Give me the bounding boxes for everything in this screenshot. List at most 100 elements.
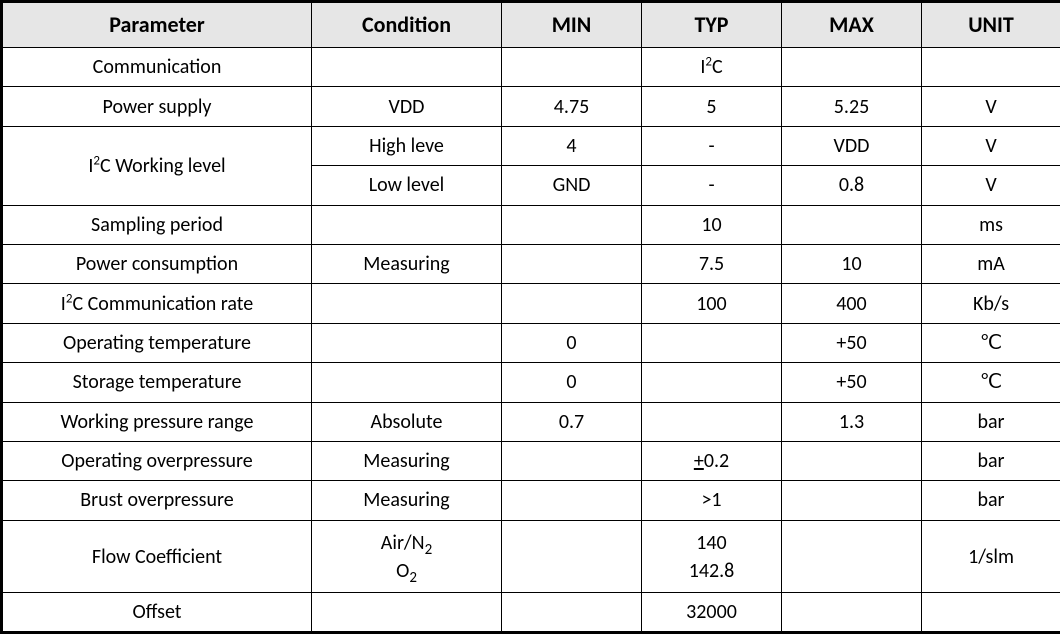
cell-max — [782, 593, 922, 633]
cell-unit: mA — [922, 244, 1060, 283]
table-row: I2C Communication rate 100 400 Kb/s — [2, 284, 1060, 323]
spec-table: Parameter Condition MIN TYP MAX UNIT Com… — [0, 0, 1060, 634]
cell-cond — [312, 205, 502, 244]
cell-typ: >1 — [642, 481, 782, 520]
label-suffix: Communication rate — [83, 292, 253, 316]
cell-min — [502, 205, 642, 244]
table-row: Operating temperature 0 +50 ℃ — [2, 323, 1060, 362]
pm-val: 0.2 — [704, 449, 729, 473]
table-row: Communication I2C — [2, 48, 1060, 87]
table-row: Working pressure range Absolute 0.7 1.3 … — [2, 402, 1060, 441]
typ-b: 142.8 — [689, 560, 735, 582]
cell-max: 400 — [782, 284, 922, 323]
cell-cond: High leve — [312, 126, 502, 165]
cell-param: I2C Communication rate — [2, 284, 312, 323]
cell-unit — [922, 48, 1060, 87]
cell-min — [502, 481, 642, 520]
cell-param: I2C Working level — [2, 126, 312, 205]
cell-min — [502, 520, 642, 593]
cell-min: 4.75 — [502, 87, 642, 126]
cell-typ: 10 — [642, 205, 782, 244]
cell-cond: Air/N2 O2 — [312, 520, 502, 593]
cell-cond: Absolute — [312, 402, 502, 441]
cell-cond — [312, 323, 502, 362]
cell-min — [502, 441, 642, 480]
cell-unit: 1/slm — [922, 520, 1060, 593]
cell-min — [502, 284, 642, 323]
col-min: MIN — [502, 2, 642, 48]
cond-b: O — [396, 559, 409, 583]
col-typ: TYP — [642, 2, 782, 48]
cell-param: Operating overpressure — [2, 441, 312, 480]
cell-cond — [312, 284, 502, 323]
cell-cond: Measuring — [312, 244, 502, 283]
cell-typ — [642, 363, 782, 402]
cell-typ: - — [642, 126, 782, 165]
cell-max — [782, 205, 922, 244]
label-suffix: Working level — [111, 154, 226, 178]
cell-typ: 7.5 — [642, 244, 782, 283]
cell-unit: bar — [922, 481, 1060, 520]
cell-max — [782, 481, 922, 520]
cell-param: Offset — [2, 593, 312, 633]
cell-cond: Measuring — [312, 481, 502, 520]
cell-cond: Measuring — [312, 441, 502, 480]
table-row: I2C Working level High leve 4 - VDD V — [2, 126, 1060, 165]
cell-typ: - — [642, 166, 782, 205]
cell-max: 10 — [782, 244, 922, 283]
cell-typ: 5 — [642, 87, 782, 126]
cell-unit: bar — [922, 441, 1060, 480]
cell-unit: Kb/s — [922, 284, 1060, 323]
cell-typ: I2C — [642, 48, 782, 87]
cell-param: Working pressure range — [2, 402, 312, 441]
cell-min — [502, 48, 642, 87]
cell-unit — [922, 593, 1060, 633]
typ-a: 140 — [696, 532, 726, 554]
cell-min — [502, 244, 642, 283]
col-condition: Condition — [312, 2, 502, 48]
cell-max: 0.8 — [782, 166, 922, 205]
cell-unit: ℃ — [922, 323, 1060, 362]
cell-max: +50 — [782, 363, 922, 402]
cell-max — [782, 48, 922, 87]
col-max: MAX — [782, 2, 922, 48]
col-parameter: Parameter — [2, 2, 312, 48]
table-row: Offset 32000 — [2, 593, 1060, 633]
cell-param: Power supply — [2, 87, 312, 126]
cell-unit: bar — [922, 402, 1060, 441]
cell-max: VDD — [782, 126, 922, 165]
cell-typ — [642, 323, 782, 362]
cell-param: Communication — [2, 48, 312, 87]
cell-typ: 32000 — [642, 593, 782, 633]
cell-max: 1.3 — [782, 402, 922, 441]
cell-cond — [312, 48, 502, 87]
table-row: Operating overpressure Measuring +0.2 ba… — [2, 441, 1060, 480]
cell-min — [502, 593, 642, 633]
table-row: Power supply VDD 4.75 5 5.25 V — [2, 87, 1060, 126]
cell-cond: Low level — [312, 166, 502, 205]
header-row: Parameter Condition MIN TYP MAX UNIT — [2, 2, 1060, 48]
cell-min: 0 — [502, 363, 642, 402]
cell-unit: ℃ — [922, 363, 1060, 402]
cond-a: Air/N — [381, 531, 425, 555]
cell-param: Sampling period — [2, 205, 312, 244]
cell-min: 0.7 — [502, 402, 642, 441]
cell-param: Storage temperature — [2, 363, 312, 402]
cell-typ — [642, 402, 782, 441]
cell-max — [782, 441, 922, 480]
cell-max — [782, 520, 922, 593]
cell-unit: ms — [922, 205, 1060, 244]
table-row: Flow Coefficient Air/N2 O2 140 142.8 1/s… — [2, 520, 1060, 593]
cell-cond — [312, 363, 502, 402]
table-row: Power consumption Measuring 7.5 10 mA — [2, 244, 1060, 283]
table-row: Brust overpressure Measuring >1 bar — [2, 481, 1060, 520]
cell-typ: +0.2 — [642, 441, 782, 480]
cell-min: 0 — [502, 323, 642, 362]
cell-min: 4 — [502, 126, 642, 165]
table-row: Sampling period 10 ms — [2, 205, 1060, 244]
cell-cond — [312, 593, 502, 633]
cell-typ: 140 142.8 — [642, 520, 782, 593]
cell-unit: V — [922, 166, 1060, 205]
cell-param: Brust overpressure — [2, 481, 312, 520]
cell-max: 5.25 — [782, 87, 922, 126]
